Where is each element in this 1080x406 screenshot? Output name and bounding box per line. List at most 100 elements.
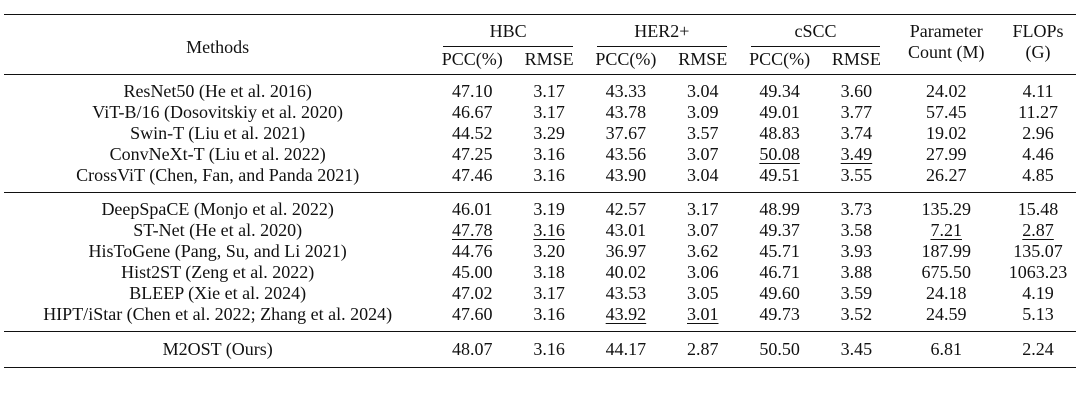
value-cell: 187.99 (921, 241, 971, 261)
value-cell: 40.02 (605, 262, 647, 282)
value-cell: 47.46 (452, 165, 493, 185)
group-header-cscc: cSCC (738, 14, 893, 47)
table-row: ST-Net (He et al. 2020) 47.78 3.16 43.01 3.0… (4, 220, 1076, 241)
value-cell: 3.45 (820, 331, 893, 368)
value-cell: 49.01 (759, 102, 800, 122)
value-cell: 4.11 (1000, 74, 1076, 102)
table-section-st-methods: DeepSpaCE (Monjo et al. 2022) 46.01 3.19 42… (4, 192, 1076, 332)
value-cell: 2.96 (1022, 123, 1054, 143)
value-cell: 3.04 (687, 165, 719, 185)
metric-header-rmse: RMSE (831, 48, 881, 69)
value-cell: 3.62 (687, 241, 719, 261)
value-cell: 3.16 (533, 165, 565, 185)
value-cell: 135.29 (892, 192, 1001, 220)
value-cell: 49.73 (759, 304, 800, 324)
value-cell: 3.17 (533, 283, 565, 303)
value-cell: 44.52 (452, 123, 493, 143)
method-name-cell: ST-Net (He et al. 2020) (133, 220, 303, 240)
value-cell: 5.13 (1022, 304, 1054, 324)
value-cell: 45.00 (452, 262, 493, 282)
value-cell: 3.20 (533, 241, 565, 261)
value-cell: 43.90 (605, 165, 647, 185)
value-cell: 3.52 (840, 304, 873, 324)
table-section-ours: M2OST (Ours) 48.07 3.16 44.17 2.87 50.50 3.45 6… (4, 331, 1076, 368)
value-cell: 3.93 (840, 241, 873, 261)
value-cell: 3.06 (687, 262, 719, 282)
value-cell: 7.21 (930, 220, 962, 240)
value-cell: 47.10 (431, 74, 514, 102)
value-cell: 26.27 (925, 165, 967, 185)
method-name-cell: ConvNeXt-T (Liu et al. 2022) (109, 144, 326, 164)
results-table: Methods HBC HER2+ cSCC Parameter Count (M… (4, 14, 1076, 368)
method-name-cell: M2OST (Ours) (4, 331, 432, 368)
value-cell: 44.17 (585, 331, 667, 368)
method-name-cell: CrossViT (Chen, Fan, and Panda 2021) (76, 165, 360, 185)
metric-header-pcc: PCC(%) (441, 48, 503, 69)
table-row: BLEEP (Xie et al. 2024) 47.02 3.17 43.53 3.0… (4, 283, 1076, 304)
value-cell: 37.67 (605, 123, 647, 143)
table-row: HisToGene (Pang, Su, and Li 2021) 44.76 3.… (4, 241, 1076, 262)
value-cell: 47.60 (452, 304, 493, 324)
value-cell: 43.53 (605, 283, 647, 303)
value-cell: 46.67 (452, 102, 493, 122)
value-cell: 48.83 (759, 123, 800, 143)
value-cell: 50.50 (738, 331, 821, 368)
value-cell: 43.33 (585, 74, 667, 102)
table-row: Hist2ST (Zeng et al. 2022) 45.00 3.18 40.02… (4, 262, 1076, 283)
metric-header-pcc: PCC(%) (749, 48, 811, 69)
value-cell: 4.85 (1022, 165, 1054, 185)
value-cell: 43.56 (605, 144, 647, 164)
value-cell: 48.99 (738, 192, 821, 220)
metric-header-rmse: RMSE (524, 48, 574, 69)
method-name-cell: HisToGene (Pang, Su, and Li 2021) (88, 241, 347, 261)
value-cell: 1063.23 (1008, 262, 1068, 282)
value-cell: 11.27 (1018, 102, 1058, 122)
group-header-her2: HER2+ (585, 14, 739, 47)
value-cell: 47.02 (452, 283, 493, 303)
metric-header-pcc: PCC(%) (595, 48, 657, 69)
value-cell: 44.76 (452, 241, 493, 261)
table-row: ConvNeXt-T (Liu et al. 2022) 47.25 3.16 43.… (4, 144, 1076, 165)
table-row: Swin-T (Liu et al. 2021) 44.52 3.29 37.67 3.… (4, 123, 1076, 144)
metric-header-rmse: RMSE (678, 48, 728, 69)
methods-header: Methods (4, 14, 432, 75)
table-row: DeepSpaCE (Monjo et al. 2022) 46.01 3.19 42… (4, 192, 1076, 220)
value-cell: 4.19 (1022, 283, 1054, 303)
table-header: Methods HBC HER2+ cSCC Parameter Count (M… (4, 14, 1076, 75)
table-row: CrossViT (Chen, Fan, and Panda 2021) 47.4… (4, 165, 1076, 193)
value-cell: 3.58 (840, 220, 873, 240)
method-name-cell: HIPT/iStar (Chen et al. 2022; Zhang et a… (43, 304, 393, 324)
value-cell: 49.60 (759, 283, 800, 303)
table-row: HIPT/iStar (Chen et al. 2022; Zhang et a… (4, 304, 1076, 332)
value-cell: 47.25 (452, 144, 493, 164)
value-cell: 43.01 (605, 220, 647, 240)
value-cell: 3.74 (840, 123, 873, 143)
value-cell: 46.71 (759, 262, 800, 282)
value-cell: 6.81 (892, 331, 1001, 368)
method-name-cell: Hist2ST (Zeng et al. 2022) (121, 262, 315, 282)
value-cell: 3.55 (840, 165, 873, 185)
group-header-hbc: HBC (431, 14, 585, 47)
value-cell: 3.19 (513, 192, 585, 220)
method-name-cell: BLEEP (Xie et al. 2024) (129, 283, 307, 303)
value-cell: 49.51 (759, 165, 800, 185)
value-cell: 3.07 (687, 220, 719, 240)
table-row: M2OST (Ours) 48.07 3.16 44.17 2.87 50.50 3.45 6… (4, 331, 1076, 368)
value-cell: 45.71 (759, 241, 800, 261)
param-count-header: Parameter Count (M) (892, 14, 1001, 75)
value-cell: 3.18 (533, 262, 565, 282)
value-cell: 24.18 (925, 283, 967, 303)
value-cell: 3.05 (687, 283, 719, 303)
value-cell: 15.48 (1000, 192, 1076, 220)
value-cell: 3.60 (820, 74, 893, 102)
value-cell: 24.02 (892, 74, 1001, 102)
table-row: ResNet50 (He et al. 2016) 47.10 3.17 43.33 3… (4, 74, 1076, 102)
value-cell: 43.92 (605, 304, 647, 324)
value-cell: 3.29 (533, 123, 565, 143)
value-cell: 4.46 (1022, 144, 1054, 164)
value-cell: 24.59 (925, 304, 967, 324)
value-cell: 48.07 (431, 331, 514, 368)
flops-header: FLOPs (G) (1000, 14, 1076, 75)
value-cell: 3.16 (533, 304, 565, 324)
value-cell: 3.04 (666, 74, 739, 102)
